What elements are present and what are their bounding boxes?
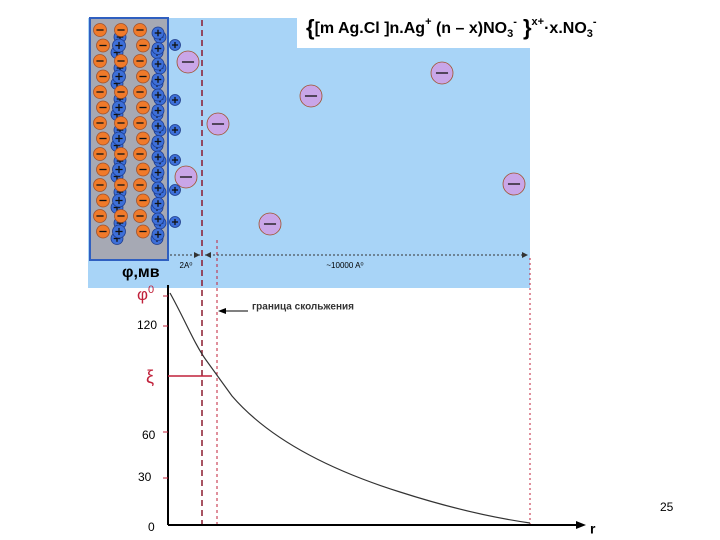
x-arrow — [576, 521, 586, 529]
inner-distance: 2A⁰ — [180, 261, 193, 270]
formula-brace: } — [517, 15, 532, 40]
slip-pointer-head — [218, 308, 226, 314]
formula-sup: + — [425, 16, 431, 28]
ticks — [163, 295, 168, 479]
phi-sup: 0 — [148, 284, 154, 296]
formula-sup: - — [593, 16, 597, 28]
x-title: r — [590, 521, 596, 537]
formula-sup: x+ — [532, 16, 545, 28]
formula-sub: 3 — [587, 28, 593, 40]
ions — [93, 23, 526, 245]
formula-sub: 3 — [507, 28, 513, 40]
potential-curve — [169, 292, 531, 524]
phi: φ — [137, 285, 148, 304]
outer-distance: ~10000 A⁰ — [326, 261, 363, 270]
page-number: 25 — [660, 500, 674, 514]
formula-base: ·x.NO — [544, 20, 587, 37]
level: 30 — [138, 470, 152, 484]
y-title: φ,мв — [122, 264, 160, 281]
level: 0 — [148, 520, 155, 534]
formula: {[m Ag.Cl ]n.Ag+ (n – x)NO3- }x+·x.NO3- — [306, 15, 597, 40]
level: 120 — [137, 318, 157, 332]
phi0-label: φ0 — [137, 284, 154, 305]
level: 60 — [142, 428, 156, 442]
formula-base: [m Ag.Cl ]n.Ag — [315, 20, 426, 37]
zeta-label: ξ — [146, 367, 154, 387]
formula-sup: - — [513, 16, 517, 28]
slip-label: граница скольжения — [252, 302, 354, 313]
formula-brace: { — [306, 15, 315, 40]
formula-base: (n – x)NO — [432, 20, 508, 37]
formula-box — [297, 4, 693, 48]
